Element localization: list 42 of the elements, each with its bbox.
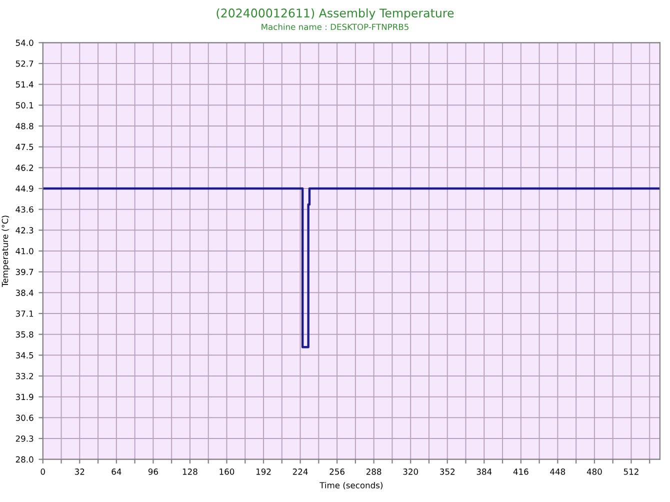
x-tick-label: 288 <box>366 468 382 475</box>
x-tick-label: 96 <box>148 468 158 475</box>
y-tick-label: 33.2 <box>16 372 34 380</box>
y-tick-label: 39.7 <box>16 268 34 276</box>
y-tick-label: 28.0 <box>16 456 34 463</box>
chart-subtitle: Machine name : DESKTOP-FTNPRB5 <box>262 24 408 30</box>
y-tick-label: 30.6 <box>16 414 34 421</box>
y-tick-label: 42.3 <box>16 227 34 234</box>
x-tick-label: 192 <box>256 468 271 475</box>
y-tick-label: 51.4 <box>16 81 34 88</box>
x-tick-label: 480 <box>586 468 602 475</box>
x-tick-label: 384 <box>476 468 492 475</box>
y-tick-label: 41.0 <box>16 248 34 254</box>
x-tick-label: 0 <box>40 468 45 475</box>
y-tick-label: 44.9 <box>16 185 34 192</box>
y-tick-label: 37.1 <box>16 310 34 317</box>
x-tick-label: 32 <box>74 468 84 475</box>
y-tick-label: 31.9 <box>16 394 34 400</box>
chart-title: (202400012611) Assembly Temperature <box>216 8 454 20</box>
y-tick-label: 34.5 <box>16 352 34 358</box>
x-axis-title: Time (seconds) <box>320 482 382 490</box>
y-tick-label: 47.5 <box>16 144 34 150</box>
y-axis-title: Temperature (°C) <box>2 216 10 287</box>
y-tick-label: 48.8 <box>16 122 34 130</box>
y-tick-label: 43.6 <box>16 206 34 213</box>
y-tick-label: 54.0 <box>16 40 34 46</box>
x-tick-label: 224 <box>292 468 308 475</box>
y-tick-label: 46.2 <box>16 164 34 171</box>
y-tick-label: 29.3 <box>16 435 34 442</box>
x-tick-label: 416 <box>513 468 528 475</box>
x-tick-label: 64 <box>112 468 122 475</box>
x-tick-label: 352 <box>440 468 454 475</box>
y-tick-label: 52.7 <box>16 60 34 67</box>
x-tick-label: 512 <box>624 468 638 475</box>
x-tick-label: 448 <box>550 468 566 475</box>
y-tick-label: 50.1 <box>16 102 34 108</box>
x-tick-label: 320 <box>403 468 418 475</box>
x-tick-label: 128 <box>182 468 198 475</box>
x-tick-label: 256 <box>330 468 344 475</box>
x-tick-label: 160 <box>220 468 234 475</box>
y-tick-label: 38.4 <box>16 290 34 296</box>
y-tick-label: 35.8 <box>16 331 34 338</box>
